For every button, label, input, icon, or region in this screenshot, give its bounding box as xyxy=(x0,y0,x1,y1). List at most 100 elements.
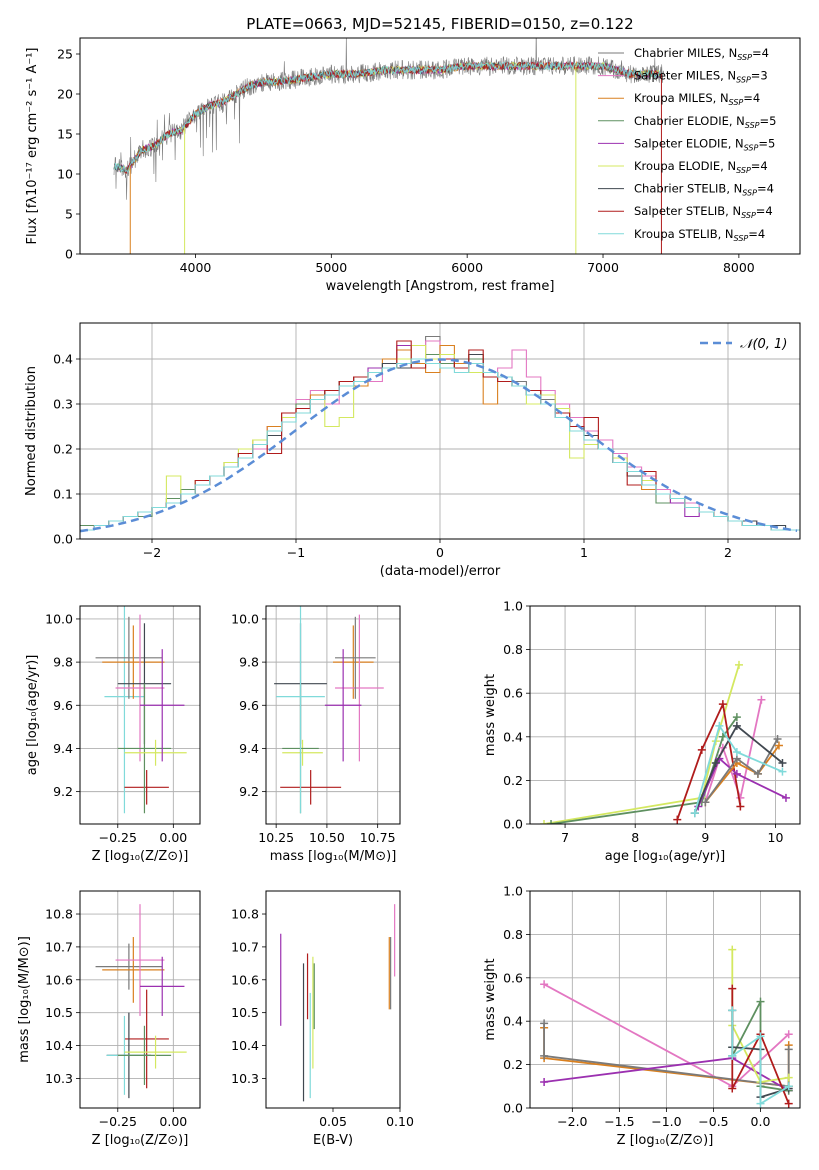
legend-entry-salpeter_stelib: Salpeter STELIB, NSSP=4 xyxy=(634,204,773,220)
y-tick-label: 0.2 xyxy=(503,1057,523,1072)
y-tick-label: 0.3 xyxy=(53,397,73,412)
y-tick-label: 9.6 xyxy=(53,698,73,713)
legend-sub: SSP xyxy=(742,189,757,198)
x-tick-label: 7 xyxy=(561,830,569,845)
x-axis-label: (data-model)/error xyxy=(380,564,501,579)
y-tick-label: 0.4 xyxy=(53,352,73,367)
x-axis-label: age [log₁₀(age/yr)] xyxy=(605,849,726,864)
y-tick-label: 0.4 xyxy=(503,729,523,744)
weight-line-chabrier_stelib xyxy=(693,724,784,814)
x-axis-label: Z [log₁₀(Z/Z⊙)] xyxy=(617,1133,714,1148)
weight-marker-chabrier_miles xyxy=(784,1045,793,1054)
weight-marker-salpeter_miles xyxy=(784,1030,793,1039)
y-tick-label: 20 xyxy=(57,87,73,102)
legend-sub: SSP xyxy=(729,98,744,107)
z-mass-panel: −0.25 0.00 10.3 10.4 10.5 10.6 10.7 10.8 Z [log₁… xyxy=(17,890,201,1148)
y-axis-label: mass weight xyxy=(483,674,498,756)
weight-marker-kroupa_stelib xyxy=(732,748,741,757)
y-axis-label: mass [log₁₀(M/M⊙)] xyxy=(17,936,32,1063)
weight-marker-kroupa_elodie xyxy=(728,945,737,954)
weight-marker-kroupa_stelib xyxy=(690,809,699,818)
weight-marker-salpeter_miles xyxy=(540,980,549,989)
weight-marker-kroupa_stelib xyxy=(715,721,724,730)
weight-line-kroupa_miles xyxy=(704,744,780,803)
weight-line-kroupa_elodie xyxy=(543,664,740,824)
legend-main: Kroupa MILES, N xyxy=(634,91,729,105)
y-tick-label: 0 xyxy=(65,247,73,262)
legend-entry-chabrier_elodie: Chabrier ELODIE, NSSP=5 xyxy=(634,114,776,130)
x-tick-label: −2 xyxy=(143,545,161,560)
weight-marker-salpeter_miles xyxy=(757,695,766,704)
residuals-panel: −2 −1 0 1 2 0.0 0.1 0.2 0.3 0.4 (data-model)/error… xyxy=(24,322,801,579)
x-tick-label: 10.50 xyxy=(309,830,345,845)
weight-marker-kroupa_stelib xyxy=(756,1099,765,1108)
legend-tail: =5 xyxy=(760,114,777,128)
legend-tail: =4 xyxy=(752,46,769,60)
y-tick-label: 10.5 xyxy=(231,1005,259,1020)
axes-frame xyxy=(265,890,401,1109)
legend-tail: =4 xyxy=(757,182,774,196)
axes-frame xyxy=(79,37,801,255)
weight-line-chabrier_miles xyxy=(704,738,779,803)
plot-area xyxy=(95,904,187,1099)
y-tick-label: 10.7 xyxy=(231,939,259,954)
x-tick-label: 0.00 xyxy=(159,1114,187,1129)
legend-tail: =4 xyxy=(751,159,768,173)
x-axis-label: Z [log₁₀(Z/Z⊙)] xyxy=(92,1133,189,1148)
legend-tail: =4 xyxy=(743,91,760,105)
y-tick-label: 10.0 xyxy=(45,611,73,626)
x-axis-label: mass [log₁₀(M/M⊙)] xyxy=(270,849,397,864)
weight-marker-kroupa_stelib xyxy=(728,1051,737,1060)
weight-marker-salpeter_stelib xyxy=(728,984,737,993)
x-tick-label: 0.00 xyxy=(159,830,187,845)
axes-frame xyxy=(529,890,801,1109)
x-tick-label: 10 xyxy=(768,830,784,845)
y-tick-label: 10.3 xyxy=(45,1071,73,1086)
weight-marker-chabrier_miles xyxy=(773,734,782,743)
y-tick-label: 0.0 xyxy=(503,817,523,832)
y-tick-label: 15 xyxy=(57,127,73,142)
y-tick-label: 0.0 xyxy=(503,1101,523,1116)
weight-marker-salpeter_elodie xyxy=(781,793,790,802)
weight-marker-chabrier_miles xyxy=(540,1019,549,1028)
legend-tail: =4 xyxy=(748,227,765,241)
y-axis-label: age [log₁₀(age/yr)] xyxy=(25,655,40,776)
weight-line-kroupa_stelib xyxy=(693,723,783,814)
legend-main: Chabrier ELODIE, N xyxy=(634,114,745,128)
y-tick-label: 0.2 xyxy=(503,773,523,788)
y-tick-label: 10.5 xyxy=(45,1005,73,1020)
x-tick-label: 0.10 xyxy=(386,1114,414,1129)
z-age-panel: −0.25 0.00 9.2 9.4 9.6 9.8 10.0 Z [log₁₀(Z/Z⊙)]… xyxy=(25,605,201,864)
y-tick-label: 0.6 xyxy=(503,970,523,985)
x-tick-label: 0.0 xyxy=(751,1114,771,1129)
y-tick-label: 9.8 xyxy=(239,655,259,670)
y-tick-label: 10.6 xyxy=(231,972,259,987)
y-tick-label: 10.3 xyxy=(231,1071,259,1086)
legend-sub: SSP xyxy=(736,76,751,85)
y-tick-label: 10.7 xyxy=(45,939,73,954)
y-tick-label: 10.0 xyxy=(231,611,259,626)
plot-area xyxy=(274,606,384,814)
y-tick-label: 10 xyxy=(57,167,73,182)
weight-marker-kroupa_stelib xyxy=(728,1006,737,1015)
legend-tail: =5 xyxy=(758,136,775,150)
y-tick-label: 0.8 xyxy=(503,927,523,942)
axes-frame xyxy=(265,605,401,825)
legend-main: Salpeter MILES, N xyxy=(634,69,736,83)
legend-entry-kroupa_miles: Kroupa MILES, NSSP=4 xyxy=(634,91,760,107)
age-weights-panel: 7 8 9 10 0.0 0.2 0.4 0.6 0.8 1.0 age [log₁₀(age/yr… xyxy=(483,599,801,864)
y-tick-label: 9.4 xyxy=(53,741,73,756)
legend-entry-normal: 𝒩(0, 1) xyxy=(740,337,787,352)
ebv-mass-panel: 0.05 0.10 10.3 10.4 10.5 10.6 10.7 10.8 E(B-V) xyxy=(231,890,414,1148)
weight-line-salpeter_stelib xyxy=(676,701,742,820)
y-tick-label: 9.8 xyxy=(53,655,73,670)
model-line-kroupa_stelib xyxy=(113,61,661,175)
x-tick-label: −0.5 xyxy=(698,1114,728,1129)
legend-main: Kroupa ELODIE, N xyxy=(634,159,736,173)
weight-marker-kroupa_miles xyxy=(774,741,783,750)
y-tick-label: 9.6 xyxy=(239,698,259,713)
x-tick-label: −1 xyxy=(287,545,305,560)
